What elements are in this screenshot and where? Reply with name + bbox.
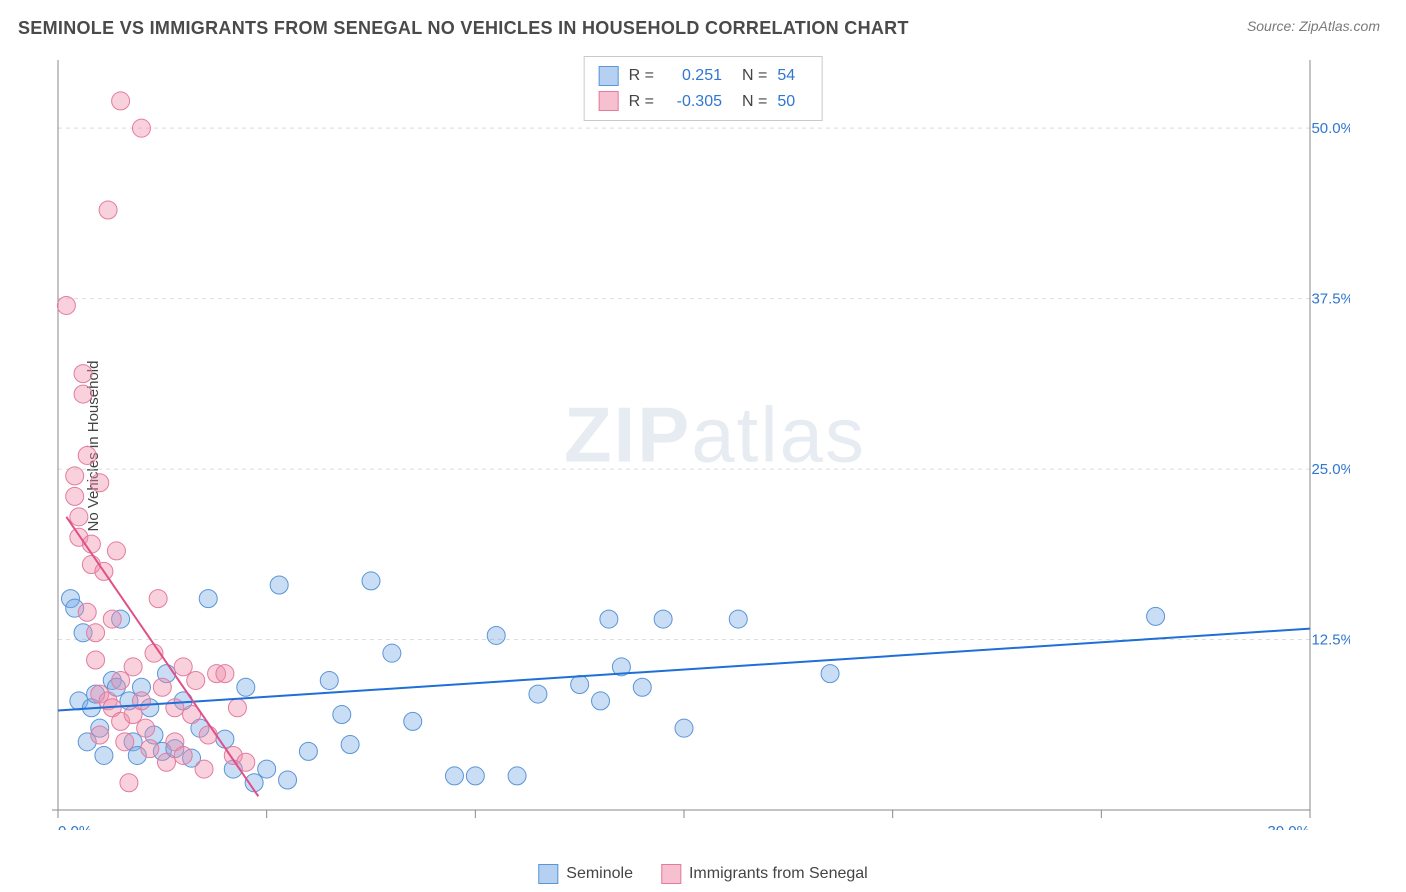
- data-point: [487, 626, 505, 644]
- data-point: [132, 692, 150, 710]
- data-point: [195, 760, 213, 778]
- data-point: [675, 719, 693, 737]
- data-point: [729, 610, 747, 628]
- legend-n-label: N =: [742, 89, 767, 115]
- data-point: [57, 296, 75, 314]
- data-point: [1147, 607, 1165, 625]
- data-point: [320, 671, 338, 689]
- legend-n-value: 54: [777, 63, 807, 89]
- data-point: [149, 590, 167, 608]
- legend-r-label: R =: [629, 63, 654, 89]
- x-tick-label: 0.0%: [58, 823, 92, 830]
- data-point: [103, 610, 121, 628]
- legend-series-item: Seminole: [538, 864, 633, 884]
- data-point: [70, 508, 88, 526]
- data-point: [383, 644, 401, 662]
- y-tick-label: 37.5%: [1311, 291, 1350, 308]
- data-point: [216, 665, 234, 683]
- legend-stat-row: R = -0.305 N = 50: [599, 89, 808, 115]
- data-point: [654, 610, 672, 628]
- data-point: [99, 201, 117, 219]
- legend-swatch: [599, 66, 619, 86]
- data-point: [87, 651, 105, 669]
- data-point: [91, 474, 109, 492]
- data-point: [153, 678, 171, 696]
- data-point: [600, 610, 618, 628]
- legend-series-item: Immigrants from Senegal: [661, 864, 868, 884]
- legend-r-label: R =: [629, 89, 654, 115]
- data-point: [91, 726, 109, 744]
- data-point: [237, 678, 255, 696]
- data-point: [333, 706, 351, 724]
- data-point: [187, 671, 205, 689]
- data-point: [74, 365, 92, 383]
- data-point: [112, 92, 130, 110]
- legend-series-label: Immigrants from Senegal: [689, 865, 868, 883]
- data-point: [66, 467, 84, 485]
- chart-source: Source: ZipAtlas.com: [1247, 18, 1380, 34]
- legend-r-value: 0.251: [664, 63, 722, 89]
- data-point: [87, 624, 105, 642]
- data-point: [529, 685, 547, 703]
- data-point: [95, 746, 113, 764]
- data-point: [821, 665, 839, 683]
- data-point: [571, 676, 589, 694]
- data-point: [592, 692, 610, 710]
- chart-title: SEMINOLE VS IMMIGRANTS FROM SENEGAL NO V…: [18, 18, 909, 39]
- data-point: [299, 742, 317, 760]
- data-point: [137, 719, 155, 737]
- data-point: [116, 733, 134, 751]
- data-point: [258, 760, 276, 778]
- trend-line: [58, 629, 1310, 711]
- data-point: [74, 385, 92, 403]
- data-point: [466, 767, 484, 785]
- y-tick-label: 50.0%: [1311, 120, 1350, 137]
- data-point: [199, 726, 217, 744]
- legend-swatch: [661, 864, 681, 884]
- y-tick-label: 25.0%: [1311, 461, 1350, 478]
- data-point: [174, 658, 192, 676]
- legend-series: Seminole Immigrants from Senegal: [538, 864, 867, 884]
- data-point: [362, 572, 380, 590]
- legend-stat-row: R = 0.251 N = 54: [599, 63, 808, 89]
- data-point: [404, 712, 422, 730]
- data-point: [633, 678, 651, 696]
- data-point: [132, 119, 150, 137]
- data-point: [279, 771, 297, 789]
- legend-swatch: [599, 91, 619, 111]
- data-point: [445, 767, 463, 785]
- y-tick-label: 12.5%: [1311, 632, 1350, 649]
- data-point: [199, 590, 217, 608]
- data-point: [228, 699, 246, 717]
- data-point: [270, 576, 288, 594]
- legend-n-value: 50: [777, 89, 807, 115]
- data-point: [141, 740, 159, 758]
- chart-header: SEMINOLE VS IMMIGRANTS FROM SENEGAL NO V…: [0, 0, 1406, 47]
- data-point: [124, 658, 142, 676]
- data-point: [158, 753, 176, 771]
- scatter-chart: 12.5% 25.0% 37.5% 50.0% 0.0% 30.0%: [50, 50, 1350, 830]
- data-point: [174, 746, 192, 764]
- chart-area: 12.5%25.0%37.5%50.0%0.0%30.0% ZIPatlas: [50, 50, 1380, 852]
- legend-stats: R = 0.251 N = 54 R = -0.305 N = 50: [584, 56, 823, 121]
- x-tick-label: 30.0%: [1267, 823, 1310, 830]
- legend-swatch: [538, 864, 558, 884]
- legend-n-label: N =: [742, 63, 767, 89]
- data-point: [341, 736, 359, 754]
- data-point: [78, 446, 96, 464]
- data-point: [107, 542, 125, 560]
- data-point: [112, 671, 130, 689]
- data-point: [66, 487, 84, 505]
- data-point: [508, 767, 526, 785]
- legend-series-label: Seminole: [566, 865, 633, 883]
- data-point: [120, 774, 138, 792]
- legend-r-value: -0.305: [664, 89, 722, 115]
- data-point: [78, 603, 96, 621]
